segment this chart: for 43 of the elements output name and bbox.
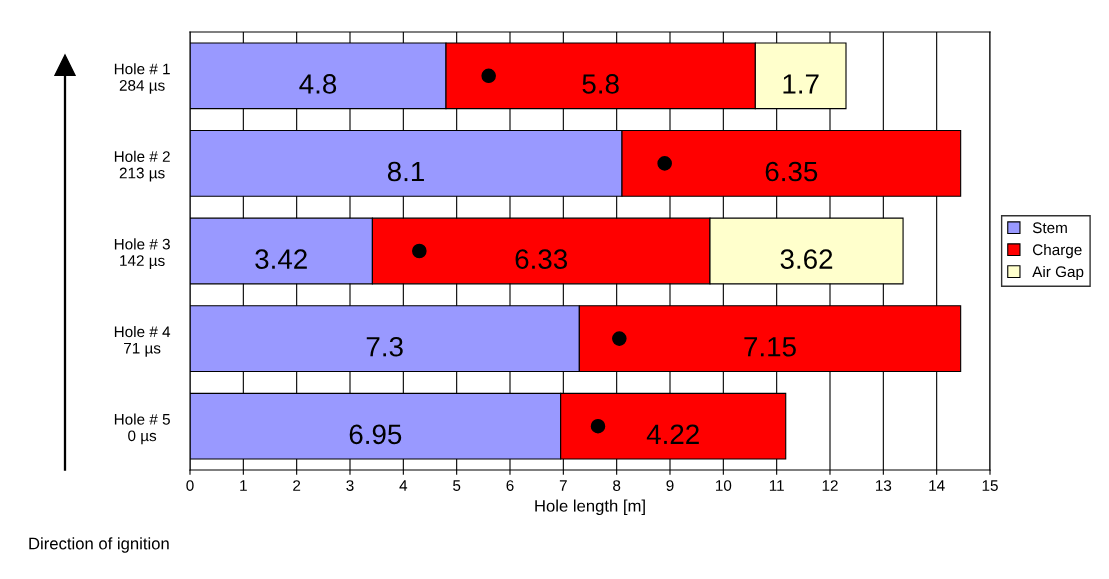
x-tick-label: 8 (613, 480, 621, 491)
data-label: 6.35 (765, 161, 818, 182)
data-label: 8.1 (387, 161, 424, 182)
data-label: 6.33 (515, 249, 568, 269)
x-tick-label: 14 (929, 480, 945, 491)
y-tick-label: Hole # 1 284 µs (114, 63, 170, 94)
data-label: 4.8 (299, 74, 337, 94)
data-label: 5.8 (582, 74, 619, 94)
y-tick-label: Hole # 3 142 µs (114, 238, 170, 270)
x-tick-label: 12 (822, 480, 838, 491)
x-tick-label: 13 (876, 480, 892, 491)
x-tick-label: 4 (399, 480, 408, 491)
x-axis-title: Hole length [m] (535, 499, 645, 516)
legend-label: Air Gap (1032, 265, 1084, 281)
point (612, 331, 627, 346)
x-tick-label: 15 (982, 480, 998, 491)
point (590, 418, 606, 434)
data-label: 6.95 (349, 424, 402, 445)
point (657, 156, 672, 171)
text: Direction of ignition (29, 537, 169, 553)
x-tick-label: 11 (769, 480, 784, 491)
data-label: 3.42 (255, 249, 307, 269)
point (412, 243, 427, 259)
x-tick-label: 10 (716, 480, 732, 491)
legend-label: Stem (1032, 222, 1067, 234)
y-tick-label: Hole # 2 213 µs (114, 150, 170, 182)
data-label: 3.62 (780, 249, 833, 269)
x-tick-label: 3 (346, 480, 354, 491)
data-label: 4.22 (646, 424, 699, 444)
y-tick-label: Hole # 4 71 µs (114, 325, 171, 357)
data-label: 7.15 (744, 337, 796, 357)
x-tick-label: 2 (293, 480, 301, 491)
x-tick-label: 7 (559, 480, 567, 491)
legend-label: Charge (1032, 243, 1082, 259)
data-label: 7.3 (366, 336, 403, 357)
x-tick-label: 5 (453, 480, 461, 491)
x-tick-label: 0 (186, 480, 194, 491)
x-tick-label: 6 (506, 480, 514, 491)
y-tick-label: Hole # 5 0 µs (114, 413, 170, 445)
x-tick-label: 1 (240, 480, 247, 491)
point (481, 68, 496, 84)
data-label: 1.7 (783, 74, 819, 94)
x-tick-label: 9 (666, 480, 674, 491)
